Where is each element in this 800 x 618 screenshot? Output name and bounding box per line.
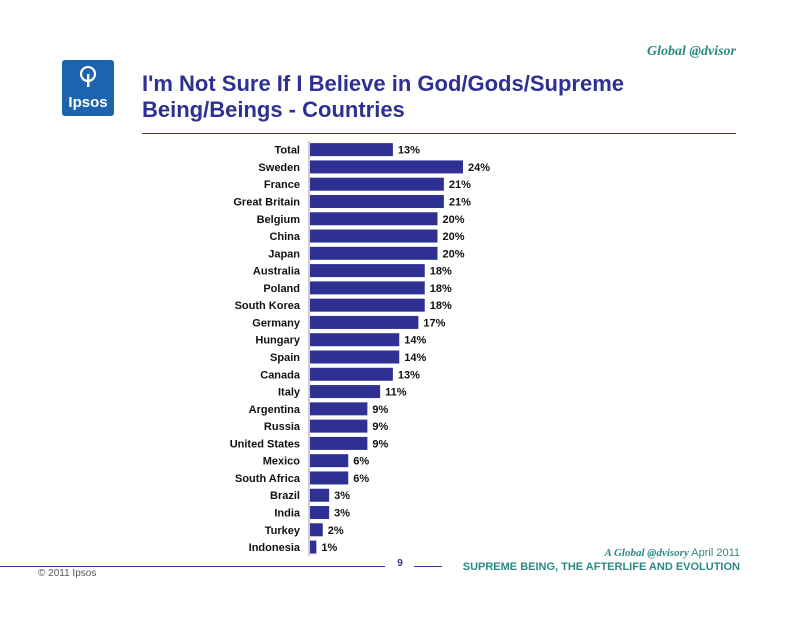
data-label: 1%: [321, 542, 337, 554]
bar: [310, 436, 368, 450]
bar: [310, 143, 393, 157]
bar: [310, 402, 368, 416]
category-label: Mexico: [263, 456, 301, 468]
category-label: Australia: [253, 266, 301, 278]
data-label: 6%: [353, 456, 369, 468]
title-divider: [142, 133, 736, 134]
bar: [310, 315, 419, 329]
data-label: 11%: [385, 387, 407, 399]
category-label: Russia: [264, 421, 301, 433]
footer-divider-left: [0, 566, 385, 567]
data-label: 9%: [372, 438, 388, 450]
data-label: 20%: [443, 231, 465, 243]
bar: [310, 281, 425, 295]
bar: [310, 298, 425, 312]
bar: [310, 333, 400, 347]
bar: [310, 471, 349, 485]
bar: [310, 385, 381, 399]
title-line-1: I'm Not Sure If I Believe in God/Gods/Su…: [142, 71, 624, 96]
bar: [310, 264, 425, 278]
bar: [310, 177, 444, 191]
category-label: Belgium: [257, 214, 301, 226]
data-label: 3%: [334, 490, 350, 502]
category-label: India: [274, 508, 301, 520]
page-title: I'm Not Sure If I Believe in God/Gods/Su…: [142, 71, 702, 123]
data-label: 2%: [328, 525, 344, 537]
footer-brand: A Global @dvisory: [604, 547, 689, 559]
bar: [310, 212, 438, 226]
category-label: Germany: [252, 317, 301, 329]
bar: [310, 419, 368, 433]
brand-name: Global @dvisor: [646, 44, 736, 59]
logo-mark-icon: [80, 66, 96, 87]
category-label: Total: [275, 145, 300, 157]
bar: [310, 367, 393, 381]
footer-divider-right: [414, 566, 442, 567]
data-label: 14%: [404, 352, 426, 364]
data-label: 17%: [423, 317, 445, 329]
category-label: France: [264, 179, 300, 191]
data-label: 18%: [430, 266, 452, 278]
category-label: Spain: [270, 352, 300, 364]
data-label: 14%: [404, 335, 426, 347]
data-label: 21%: [449, 196, 471, 208]
category-label: Brazil: [270, 490, 300, 502]
bar: [310, 540, 317, 554]
category-label: Hungary: [255, 335, 301, 347]
ipsos-logo: Ipsos: [62, 60, 114, 116]
bar: [310, 194, 444, 208]
data-label: 20%: [443, 248, 465, 260]
title-line-2: Being/Beings - Countries: [142, 97, 405, 122]
category-label: South Korea: [235, 300, 301, 312]
bar: [310, 454, 349, 468]
data-label: 6%: [353, 473, 369, 485]
data-label: 24%: [468, 162, 490, 174]
bar: [310, 506, 330, 520]
footer-info: A Global @dvisory April 2011 SUPREME BEI…: [463, 546, 740, 574]
category-label: Japan: [268, 248, 300, 260]
bar: [310, 160, 463, 174]
data-label: 3%: [334, 508, 350, 520]
category-label: Great Britain: [233, 196, 300, 208]
data-label: 9%: [372, 404, 388, 416]
category-label: Canada: [260, 369, 301, 381]
bar: [310, 246, 438, 260]
category-label: Italy: [278, 387, 301, 399]
category-label: Turkey: [265, 525, 301, 537]
data-label: 21%: [449, 179, 471, 191]
page-number: 9: [397, 558, 403, 569]
data-label: 9%: [372, 421, 388, 433]
data-label: 20%: [443, 214, 465, 226]
category-label: South Africa: [235, 473, 301, 485]
data-label: 13%: [398, 145, 420, 157]
bar: [310, 523, 323, 537]
copyright: © 2011 Ipsos: [38, 568, 97, 579]
bar: [310, 488, 330, 502]
category-label: Poland: [263, 283, 300, 295]
bar: [310, 350, 400, 364]
footer-date: April 2011: [691, 547, 740, 559]
category-label: United States: [230, 438, 300, 450]
category-label: Indonesia: [249, 542, 301, 554]
data-label: 18%: [430, 283, 452, 295]
bar: [310, 229, 438, 243]
data-label: 18%: [430, 300, 452, 312]
category-label: China: [269, 231, 300, 243]
footer-subtitle: SUPREME BEING, THE AFTERLIFE AND EVOLUTI…: [462, 561, 740, 573]
logo-text: Ipsos: [68, 94, 108, 111]
category-label: Argentina: [249, 404, 301, 416]
data-label: 13%: [398, 369, 420, 381]
category-label: Sweden: [258, 162, 300, 174]
